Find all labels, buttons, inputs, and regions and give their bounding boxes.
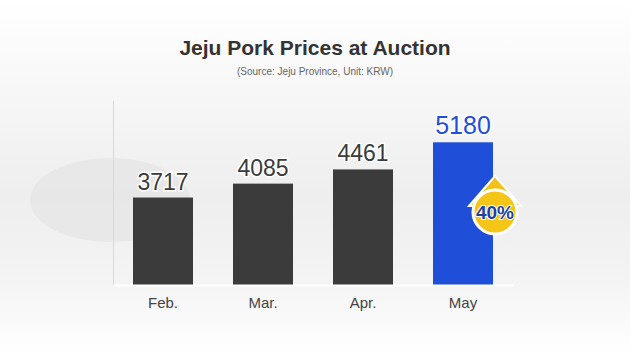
annotation-circle: [473, 190, 517, 234]
x-tick-label: Feb.: [148, 294, 178, 311]
subtitle: (Source: Jeju Province, Unit: KRW): [237, 66, 393, 77]
data-label: 4461: [337, 140, 388, 166]
x-tick-label: Apr.: [350, 294, 377, 311]
bar: [233, 184, 293, 285]
x-tick-label: Mar.: [248, 294, 277, 311]
y-axis-line: [113, 101, 114, 286]
data-label: 3717: [137, 169, 188, 195]
x-tick-label: May: [449, 294, 478, 311]
background: [0, 0, 630, 354]
x-tick: Feb.: [148, 285, 178, 311]
x-tick: Mar.: [248, 285, 277, 311]
x-tick: Apr.: [350, 285, 377, 311]
data-labels: 3717 4085 4461 5180: [137, 111, 490, 194]
y-axis: [113, 101, 114, 286]
bar: [133, 198, 193, 285]
data-label: 4085: [237, 155, 288, 181]
annotation: 40%: [476, 202, 514, 223]
data-label: 5180: [435, 111, 491, 139]
title: Jeju Pork Prices at Auction: [179, 36, 450, 59]
chart: Jeju Pork Prices at Auction (Source: Jeju…: [0, 0, 630, 354]
x-axis-line: [114, 285, 514, 287]
bar: [333, 169, 393, 285]
x-tick: May: [449, 285, 478, 311]
x-axis: Feb. Mar. Apr. May: [114, 285, 514, 311]
bars: [133, 142, 493, 285]
annotation-badge: 40%: [469, 176, 521, 234]
